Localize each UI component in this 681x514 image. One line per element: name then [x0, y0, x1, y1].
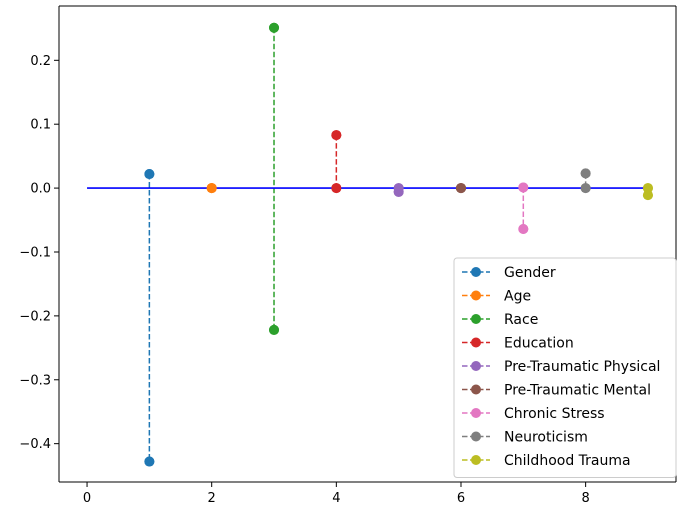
- legend-marker-5: [471, 361, 481, 371]
- legend-box: [453, 257, 677, 478]
- stem-point-top-7-2: [518, 223, 529, 234]
- stem-point-top-3-2: [269, 324, 280, 335]
- y-tick-label: 0.1: [30, 118, 51, 133]
- x-tick-label: 0: [83, 491, 91, 506]
- x-tick-label: 4: [332, 491, 340, 506]
- legend-label-3: Race: [504, 312, 538, 328]
- y-tick-label: 0.0: [30, 182, 51, 197]
- x-tick-label: 2: [208, 491, 216, 506]
- legend-marker-3: [471, 314, 481, 324]
- x-tick-label: 6: [457, 491, 465, 506]
- stem-point-top-1-2: [144, 456, 155, 467]
- legend-label-5: Pre-Traumatic Physical: [504, 359, 660, 375]
- legend-marker-8: [471, 431, 481, 442]
- legend-label-9: Childhood Trauma: [504, 453, 631, 469]
- stem-point-top-1-1: [144, 169, 155, 180]
- y-tick-label: 0.2: [30, 54, 51, 69]
- legend-label-6: Pre-Traumatic Mental: [504, 383, 651, 399]
- y-tick-label: −0.2: [19, 309, 51, 324]
- stem-point-top-8-1: [580, 168, 591, 179]
- x-tick-label: 8: [581, 491, 589, 506]
- legend: Gender Age Race Education Pre-Traumatic Phys…: [453, 257, 677, 478]
- y-tick-label: −0.1: [19, 245, 51, 260]
- legend-label-2: Age: [504, 289, 531, 305]
- stem-point-top-4-2: [331, 183, 342, 194]
- stem-point-top-4-1: [331, 130, 342, 141]
- chart-marks: [87, 22, 653, 467]
- stem-point-top-9-1: [642, 183, 653, 194]
- legend-marker-2: [471, 290, 481, 301]
- legend-label-8: Neuroticism: [504, 430, 588, 446]
- stem-point-top-3-1: [269, 22, 280, 33]
- stem-point-top-6-2: [455, 183, 466, 194]
- y-tick-label: −0.4: [19, 437, 51, 452]
- stem-point-top-9-2: [642, 190, 653, 201]
- legend-label-7: Chronic Stress: [504, 406, 605, 422]
- legend-marker-9: [471, 455, 481, 465]
- legend-label-1: Gender: [504, 265, 556, 281]
- stem-point-top-8-2: [580, 183, 591, 194]
- axis-ticks: 0 2 4 6 8 −0.4 −0.3 −0.2 −0.1 0.0 0.1 0.2: [19, 54, 589, 506]
- stem-point-top-5-2: [393, 186, 404, 197]
- legend-marker-1: [471, 267, 481, 277]
- legend-marker-4: [471, 337, 481, 348]
- stem-point-top-2-2: [206, 183, 217, 194]
- legend-label-4: Education: [504, 336, 574, 352]
- y-tick-label: −0.3: [19, 373, 51, 388]
- legend-marker-7: [471, 408, 481, 418]
- legend-marker-6: [471, 384, 481, 395]
- stem-point-top-7-1: [518, 182, 529, 193]
